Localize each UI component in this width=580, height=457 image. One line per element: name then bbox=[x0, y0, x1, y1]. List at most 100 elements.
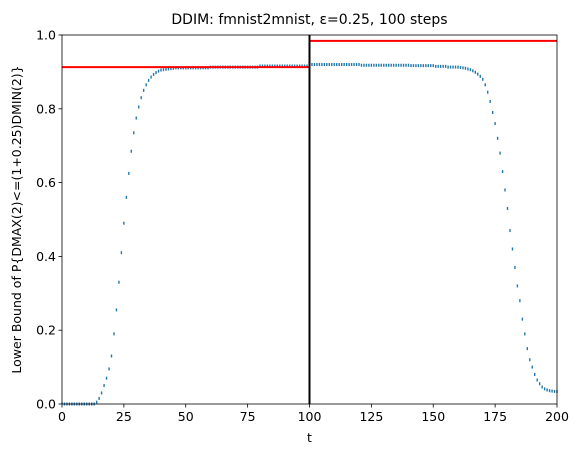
point bbox=[333, 63, 335, 67]
point bbox=[140, 96, 142, 100]
point bbox=[524, 332, 526, 336]
y-axis-label: Lower Bound of P{DMAX(2)<=(1+0.25)DMIN(2… bbox=[9, 65, 24, 373]
point bbox=[170, 67, 172, 71]
x-tick-label: 50 bbox=[178, 409, 194, 424]
point bbox=[120, 251, 123, 255]
point bbox=[422, 64, 425, 68]
point bbox=[373, 63, 375, 67]
point bbox=[439, 64, 442, 68]
point bbox=[323, 63, 326, 67]
point bbox=[499, 151, 501, 155]
point bbox=[261, 64, 264, 68]
point bbox=[340, 63, 343, 67]
point bbox=[289, 64, 291, 68]
point bbox=[259, 64, 261, 68]
point bbox=[469, 68, 472, 72]
point bbox=[279, 64, 281, 68]
point bbox=[536, 378, 538, 382]
point bbox=[378, 63, 380, 67]
point bbox=[388, 63, 390, 67]
x-tick-label: 175 bbox=[483, 409, 507, 424]
point bbox=[516, 284, 519, 288]
point bbox=[147, 78, 150, 82]
point bbox=[145, 83, 147, 87]
point bbox=[435, 64, 437, 68]
y-tick-label: 0.4 bbox=[36, 249, 56, 264]
point bbox=[385, 63, 387, 67]
y-tick-label: 0.8 bbox=[36, 101, 56, 116]
point bbox=[274, 64, 276, 68]
point bbox=[459, 65, 462, 69]
point bbox=[301, 64, 303, 68]
point bbox=[142, 88, 145, 92]
point bbox=[415, 64, 417, 68]
point bbox=[383, 63, 385, 67]
point bbox=[281, 64, 283, 68]
point bbox=[417, 64, 420, 68]
point bbox=[266, 64, 269, 68]
point bbox=[487, 90, 489, 94]
point bbox=[479, 74, 481, 78]
point bbox=[115, 308, 118, 312]
point bbox=[395, 63, 397, 67]
point bbox=[358, 63, 360, 67]
point bbox=[553, 389, 556, 393]
x-tick-label: 150 bbox=[421, 409, 445, 424]
point bbox=[113, 332, 115, 336]
point bbox=[328, 63, 330, 67]
point bbox=[464, 66, 467, 70]
point bbox=[538, 382, 541, 386]
point bbox=[506, 206, 509, 210]
point bbox=[412, 64, 415, 68]
point bbox=[430, 64, 432, 68]
point bbox=[157, 69, 160, 73]
y-tick-label: 0.2 bbox=[36, 323, 56, 338]
point bbox=[291, 64, 293, 68]
point bbox=[482, 77, 484, 81]
point bbox=[375, 63, 378, 67]
point bbox=[531, 365, 533, 369]
point bbox=[405, 63, 407, 67]
point bbox=[284, 64, 286, 68]
point bbox=[338, 63, 340, 67]
point bbox=[407, 63, 410, 67]
point bbox=[118, 280, 120, 284]
point bbox=[472, 69, 474, 73]
x-tick-label: 100 bbox=[298, 409, 322, 424]
point bbox=[98, 396, 100, 400]
point bbox=[105, 376, 108, 380]
point bbox=[534, 372, 536, 376]
point bbox=[165, 67, 167, 71]
point bbox=[269, 64, 271, 68]
point bbox=[271, 64, 274, 68]
point bbox=[400, 63, 402, 67]
point bbox=[454, 65, 457, 69]
point bbox=[551, 389, 553, 393]
point bbox=[100, 391, 103, 395]
point bbox=[331, 63, 333, 67]
point bbox=[110, 354, 113, 358]
point bbox=[432, 64, 434, 68]
point bbox=[541, 385, 543, 389]
point bbox=[491, 110, 494, 114]
point bbox=[519, 299, 521, 303]
point bbox=[402, 63, 405, 67]
point bbox=[296, 64, 298, 68]
point bbox=[489, 99, 491, 103]
x-tick-label: 25 bbox=[116, 409, 132, 424]
point bbox=[467, 67, 469, 71]
point bbox=[123, 221, 125, 225]
point bbox=[293, 64, 296, 68]
point bbox=[150, 75, 152, 79]
point bbox=[355, 63, 358, 67]
x-tick-label: 75 bbox=[240, 409, 256, 424]
point bbox=[125, 195, 128, 199]
point bbox=[370, 63, 373, 67]
point bbox=[353, 63, 355, 67]
point bbox=[313, 63, 316, 67]
point bbox=[348, 63, 350, 67]
point bbox=[392, 63, 395, 67]
point bbox=[345, 63, 348, 67]
point bbox=[306, 64, 308, 68]
point bbox=[172, 66, 175, 70]
